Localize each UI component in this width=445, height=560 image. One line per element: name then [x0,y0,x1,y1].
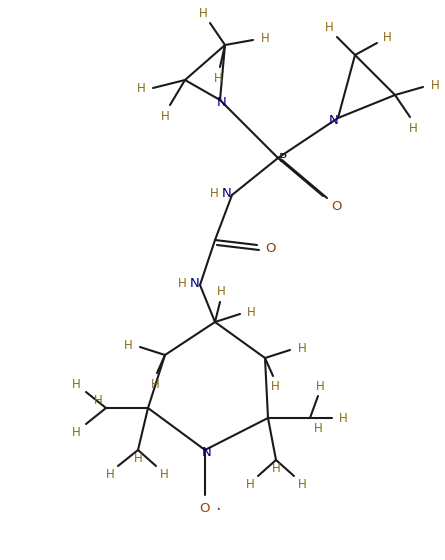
Text: N: N [202,446,212,459]
Text: N: N [190,277,200,290]
Text: ·: · [215,501,221,519]
Text: H: H [134,451,142,464]
Text: H: H [316,380,324,393]
Text: H: H [198,7,207,20]
Text: H: H [161,110,170,123]
Text: O: O [331,199,341,212]
Text: H: H [271,380,279,394]
Text: H: H [431,78,439,91]
Text: N: N [222,186,232,199]
Text: P: P [279,152,287,165]
Text: H: H [271,461,280,474]
Text: H: H [217,284,225,297]
Text: H: H [160,468,168,480]
Text: H: H [214,72,222,85]
Text: H: H [247,306,255,319]
Text: H: H [339,412,348,424]
Text: H: H [298,478,306,491]
Text: H: H [261,31,269,44]
Text: H: H [383,30,391,44]
Text: N: N [217,96,227,109]
Text: H: H [178,277,186,290]
Text: H: H [150,377,159,390]
Text: N: N [329,114,339,127]
Text: H: H [409,122,417,134]
Text: H: H [246,478,255,491]
Text: O: O [200,502,210,515]
Text: H: H [72,377,81,390]
Text: H: H [314,422,322,435]
Text: H: H [124,338,132,352]
Text: H: H [105,468,114,480]
Text: O: O [266,241,276,254]
Text: H: H [93,394,102,407]
Text: H: H [324,21,333,34]
Text: H: H [210,186,218,199]
Text: H: H [298,342,306,354]
Text: H: H [137,82,146,95]
Text: H: H [72,426,81,438]
